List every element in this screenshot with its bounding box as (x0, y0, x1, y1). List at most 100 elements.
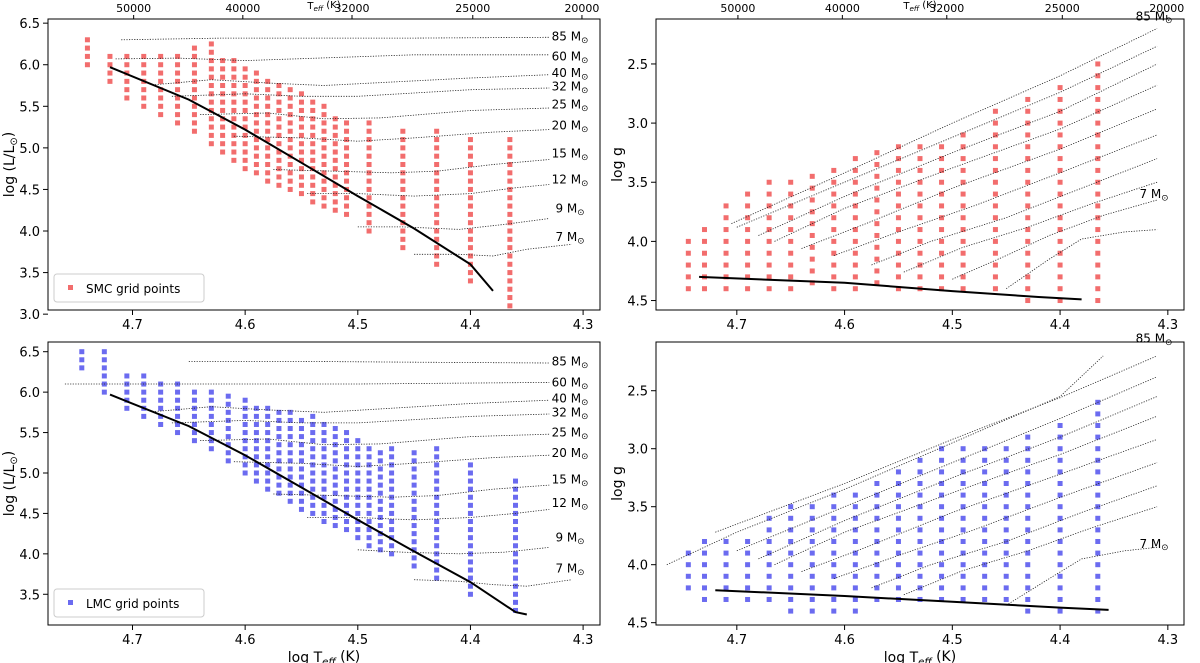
grid-point (355, 535, 361, 541)
panel-lmc-hrd: 85 M⊙ 60 M⊙40 M⊙32 M⊙ 25 M⊙ 20 M⊙ 15 M⊙ 12 M⊙… (1, 341, 601, 663)
x-tick-label: 4.3 (573, 633, 594, 648)
grid-point (874, 538, 880, 544)
grid-point (276, 166, 282, 172)
grid-point (231, 91, 237, 97)
grid-point (287, 186, 293, 192)
grid-point (982, 492, 988, 498)
grid-point (766, 596, 772, 602)
grid-point (389, 494, 395, 500)
grid-point (467, 278, 473, 284)
grid-point (685, 550, 691, 556)
grid-point (745, 573, 751, 579)
y-tick-label: 6.0 (19, 59, 40, 74)
grid-point (321, 195, 327, 201)
grid-point (960, 469, 966, 475)
grid-point (992, 156, 998, 162)
grid-point (242, 438, 248, 444)
grid-point (701, 562, 707, 568)
grid-point (265, 103, 271, 109)
grid-point (265, 153, 271, 159)
evolutionary-track (952, 199, 1158, 280)
grid-point (1025, 262, 1031, 268)
grid-points (685, 399, 1101, 614)
grid-point (960, 481, 966, 486)
y-tick-label: 4.5 (19, 183, 40, 198)
grid-point (467, 543, 473, 549)
grid-point (298, 157, 304, 163)
grid-point (788, 227, 794, 233)
grid-point (874, 197, 880, 203)
grid-point (411, 514, 417, 520)
grid-point (310, 494, 316, 500)
grid-point (366, 186, 372, 192)
grid-point (321, 502, 327, 508)
grid-point (831, 167, 837, 173)
grid-point (400, 228, 406, 234)
grid-point (895, 585, 901, 591)
grid-point (366, 128, 372, 134)
top-x-tick-label: 40000 (225, 2, 260, 15)
grid-point (852, 596, 858, 602)
y-tick-label: 4.0 (627, 235, 648, 250)
grid-point (220, 132, 226, 138)
grid-point (1057, 215, 1063, 221)
evolutionary-track (414, 579, 572, 587)
grid-point (242, 430, 248, 436)
grid-point (874, 209, 880, 215)
grid-point (124, 397, 130, 403)
grid-point (231, 132, 237, 138)
grid-point (745, 274, 751, 280)
grid-point (124, 78, 130, 84)
grid-point (332, 506, 338, 512)
top-x-tick-label: 25000 (1045, 2, 1080, 15)
evolutionary-track (715, 355, 1158, 533)
grid-point (287, 103, 293, 109)
grid-point (513, 502, 519, 508)
grid-point (434, 559, 440, 565)
grid-point (191, 62, 197, 68)
grid-point (960, 527, 966, 533)
track-mass-label: 85 M⊙ (552, 354, 589, 370)
grid-point (809, 608, 815, 614)
grid-point (513, 478, 519, 484)
grid-point (917, 538, 923, 544)
grid-point (507, 220, 513, 226)
grid-point (788, 286, 794, 292)
grid-point (287, 417, 293, 423)
grid-point (321, 186, 327, 192)
grid-point (265, 486, 271, 492)
grid-point (276, 482, 282, 488)
grid-point (895, 215, 901, 221)
grid-point (1095, 132, 1101, 138)
grid-point (344, 170, 350, 176)
grid-point (766, 585, 772, 591)
evolutionary-track (833, 462, 1158, 579)
grid-point (1095, 203, 1101, 209)
grid-point (253, 454, 259, 460)
grid-point (809, 209, 815, 215)
grid-point (298, 498, 304, 504)
x-tick-label: 4.5 (942, 318, 963, 333)
grid-point (685, 238, 691, 244)
evolutionary-track (774, 84, 1158, 242)
grid-point (917, 469, 923, 475)
grid-point (287, 128, 293, 134)
grid-point (831, 585, 837, 591)
grid-point (992, 191, 998, 197)
grid-point (434, 153, 440, 159)
grid-point (1025, 274, 1031, 280)
grid-point (1057, 85, 1063, 91)
y-tick-label: 6.5 (19, 17, 40, 32)
grid-point (1095, 144, 1101, 150)
grid-point (960, 515, 966, 521)
grid-point (895, 573, 901, 579)
grid-point (766, 527, 772, 533)
grid-point (141, 70, 147, 76)
track-mass-label: 7 M⊙ (1139, 187, 1168, 203)
grid-point (276, 426, 282, 432)
grid-point (1025, 286, 1031, 292)
grid-point (208, 58, 214, 64)
grid-point (344, 203, 350, 209)
x-tick-label: 4.5 (942, 633, 963, 648)
grid-point (253, 421, 259, 427)
